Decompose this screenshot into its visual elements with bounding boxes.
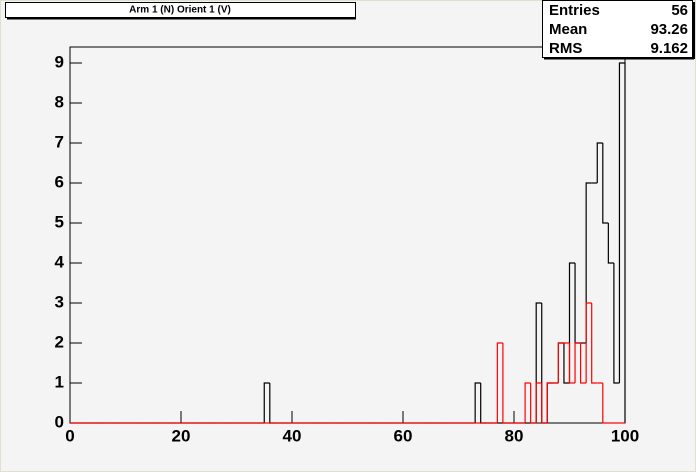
y-tick-label: 7 — [55, 132, 64, 151]
stat-value: 9.162 — [650, 40, 688, 57]
x-tick-label: 80 — [505, 426, 524, 445]
histogram-bin — [546, 382, 553, 423]
stat-value: 93.26 — [650, 21, 688, 38]
y-tick-label: 8 — [55, 92, 64, 111]
histogram-bin — [585, 182, 592, 343]
y-tick-label: 3 — [55, 292, 64, 311]
histogram-bin — [618, 62, 626, 423]
histogram-bin — [530, 383, 537, 424]
histogram-bin — [541, 383, 548, 424]
stat-label: RMS — [549, 40, 582, 57]
y-tick-label: 6 — [55, 172, 64, 191]
histogram-bin — [524, 382, 531, 423]
histogram-bin — [263, 382, 270, 423]
histogram-bin — [613, 263, 620, 384]
histogram-bin — [602, 143, 609, 224]
y-tick-label: 2 — [55, 332, 64, 351]
y-tick-label: 4 — [55, 252, 65, 271]
y-tick-label: 9 — [55, 52, 64, 71]
histogram-bin — [607, 223, 614, 264]
histogram-bin — [502, 343, 509, 424]
stat-label: Entries — [549, 2, 600, 19]
x-tick-label: 40 — [283, 426, 302, 445]
y-tick-label: 0 — [55, 412, 64, 431]
histogram-bin — [563, 343, 570, 384]
stat-value: 56 — [671, 2, 688, 19]
y-tick-label: 1 — [55, 372, 64, 391]
x-tick-label: 20 — [172, 426, 191, 445]
histogram-bin — [596, 142, 603, 183]
x-tick-label: 100 — [611, 426, 639, 445]
chart-title: Arm 1 (N) Orient 1 (V) — [129, 5, 231, 16]
x-tick-label: 60 — [394, 426, 413, 445]
histogram-bin — [602, 383, 609, 424]
histogram-bin — [574, 342, 581, 383]
histogram-bin — [557, 342, 564, 383]
histogram-bin — [568, 343, 576, 384]
stats-box — [542, 0, 693, 58]
histogram-bin — [535, 382, 542, 423]
x-tick-label: 0 — [65, 426, 74, 445]
histogram-bin — [591, 303, 598, 384]
histogram-bin — [496, 342, 503, 423]
stat-label: Mean — [549, 21, 587, 38]
histogram-bin — [580, 343, 587, 384]
y-tick-label: 5 — [55, 212, 64, 231]
histogram-bin — [474, 382, 481, 423]
histogram-bin — [585, 302, 592, 383]
